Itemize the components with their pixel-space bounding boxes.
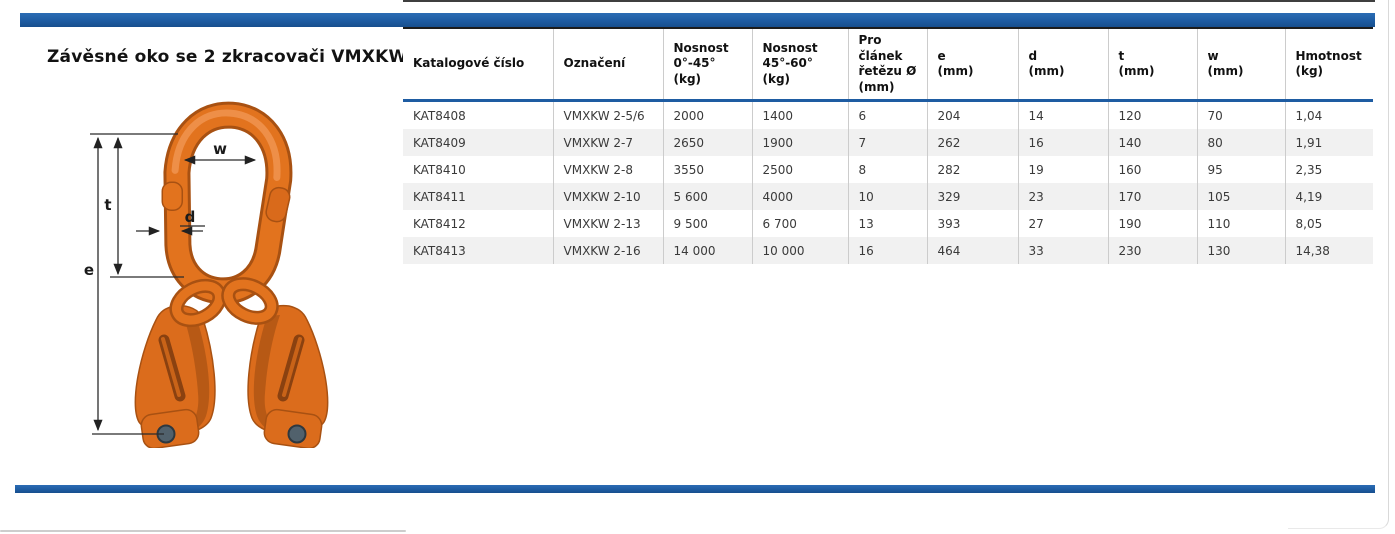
table-cell: 1400 [751,100,848,130]
table-cell: 6 [847,100,927,130]
table-cell: 14 [1017,100,1108,130]
table-cell: 1900 [751,129,848,157]
table-cell: 393 [926,210,1018,238]
dimension-label-d: d [185,208,196,226]
column-header: d (mm) [1017,27,1108,103]
master-link [161,101,293,305]
column-header: Nosnost 0°-45° (kg) [662,27,752,103]
top-hairline [403,0,1375,2]
table-cell: 5 600 [662,183,752,211]
column-header: Hmotnost (kg) [1284,27,1373,103]
dimension-lines [90,133,257,435]
table-cell: 190 [1107,210,1197,238]
table-cell: 105 [1196,183,1285,211]
table-cell: 8,05 [1284,210,1373,238]
shortening-clutch-left [134,304,216,448]
table-cell: 464 [926,237,1018,265]
table-cell: 230 [1107,237,1197,265]
table-cell: 170 [1107,183,1197,211]
table-cell: 23 [1017,183,1108,211]
table-cell: 2500 [751,156,848,184]
table-cell: 16 [847,237,927,265]
table-cell: 14,38 [1284,237,1373,265]
table-cell: 160 [1107,156,1197,184]
table-cell: 130 [1196,237,1285,265]
table-cell: 14 000 [662,237,752,265]
table-header-row: Katalogové číslo Označení Nosnost 0°-45° (… [403,27,1373,103]
column-header: w (mm) [1196,27,1285,103]
shortening-clutch-right [248,306,328,448]
table-cell: 27 [1017,210,1108,238]
footer-accent-bar [15,485,1375,493]
table-cell: 8 [847,156,927,184]
column-header: Označení [552,27,663,103]
table-cell: 70 [1196,100,1285,130]
table-cell: KAT8412 [413,216,466,231]
table-row: KAT8412 VMXKW 2-13 9 500 6 700 13 393 27 190 110… [403,210,1373,238]
table-row: KAT8408 VMXKW 2-5/6 2000 1400 6 204 14 120 70 1,0… [403,100,1373,130]
table-cell: KAT8409 [413,135,466,150]
column-header: Nosnost 45°-60° (kg) [751,27,848,103]
table-row: KAT8410 VMXKW 2-8 3550 2500 8 282 19 160 95 2,35 [403,156,1373,184]
table-cell: VMXKW 2-8 [552,156,663,184]
table-cell: KAT8408 [413,108,466,123]
table-cell: 1,04 [1284,100,1373,130]
table-cell: 204 [926,100,1018,130]
table-cell: 6 700 [751,210,848,238]
table-cell: KAT8411 [413,189,466,204]
table-cell: 10 000 [751,237,848,265]
table-cell: 13 [847,210,927,238]
table-cell: 2000 [662,100,752,130]
page-title: Závěsné oko se 2 zkracovači VMXKW 2 [47,47,426,67]
column-header: Katalogové číslo [403,27,553,103]
table-cell: VMXKW 2-13 [552,210,663,238]
table-cell: 16 [1017,129,1108,157]
connector-link-left [169,278,227,328]
table-cell: KAT8413 [413,243,466,258]
column-header: Pro článek řetězu Ø (mm) [847,27,927,103]
table-cell: 33 [1017,237,1108,265]
table-row: KAT8413 VMXKW 2-16 14 000 10 000 16 464 33 230 1… [403,237,1373,265]
dimension-label-e: e [84,261,94,279]
table-cell: VMXKW 2-10 [552,183,663,211]
table-cell: 282 [926,156,1018,184]
table-cell: 9 500 [662,210,752,238]
dimension-label-t: t [104,196,111,214]
product-illustration: w t d e [84,101,348,448]
table-cell: KAT8410 [413,162,466,177]
table-cell: 4000 [751,183,848,211]
table-cell: VMXKW 2-7 [552,129,663,157]
table-cell: 3550 [662,156,752,184]
column-header: t (mm) [1107,27,1197,103]
table-cell: 110 [1196,210,1285,238]
spec-table: Katalogové číslo Označení Nosnost 0°-45° (… [403,27,1373,265]
top-accent-bar [20,13,1375,27]
table-cell: 2,35 [1284,156,1373,184]
dimension-label-w: w [213,140,227,158]
table-cell: 80 [1196,129,1285,157]
column-header: e (mm) [926,27,1018,103]
table-row: KAT8411 VMXKW 2-10 5 600 4000 10 329 23 170 105 4… [403,183,1373,211]
bottom-section-edge [0,530,406,532]
table-cell: 1,91 [1284,129,1373,157]
table-cell: 262 [926,129,1018,157]
table-cell: 7 [847,129,927,157]
table-cell: 329 [926,183,1018,211]
table-cell: 140 [1107,129,1197,157]
page-right-edge [1288,0,1389,529]
table-cell: 95 [1196,156,1285,184]
table-cell: 120 [1107,100,1197,130]
table-cell: VMXKW 2-16 [552,237,663,265]
table-cell: VMXKW 2-5/6 [552,100,663,130]
table-cell: 2650 [662,129,752,157]
table-row: KAT8409 VMXKW 2-7 2650 1900 7 262 16 140 80 1,91 [403,129,1373,157]
table-body: KAT8408 VMXKW 2-5/6 2000 1400 6 204 14 120 70 1,0… [403,100,1373,265]
connector-link-right [221,277,279,325]
table-cell: 4,19 [1284,183,1373,211]
table-cell: 10 [847,183,927,211]
weld-bump-right [265,186,291,223]
weld-bump-left [161,181,184,211]
table-cell: 19 [1017,156,1108,184]
